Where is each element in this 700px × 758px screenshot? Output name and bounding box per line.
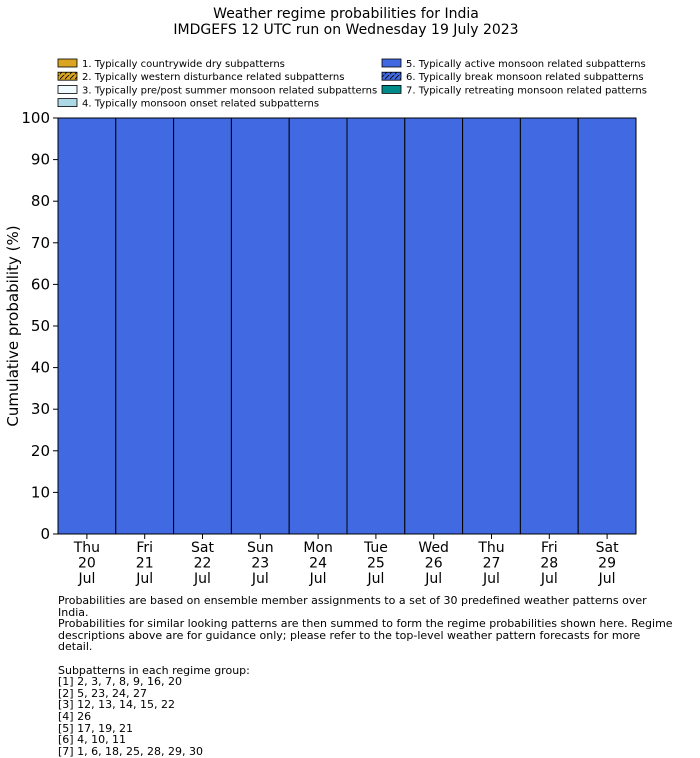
bar-10-series-5	[577, 117, 637, 535]
legend-swatch-hatch-2	[58, 72, 77, 81]
bar-6-series-5	[346, 117, 406, 535]
subpattern-line-2: [2] 5, 23, 24, 27	[58, 686, 148, 700]
y-tick-label-50: 50	[31, 317, 50, 335]
note-line-3: descriptions above are for guidance only…	[58, 628, 641, 654]
y-tick-label-0: 0	[40, 525, 50, 543]
subpattern-line-7: [7] 1, 6, 18, 25, 28, 29, 30	[58, 744, 204, 758]
x-tick-label-8: Thu 27 Jul	[477, 540, 504, 587]
subpattern-line-4: [4] 26	[58, 709, 92, 723]
x-tick-label-4: Sun 23 Jul	[247, 540, 274, 587]
y-axis-label: Cumulative probability (%)	[4, 225, 22, 426]
legend-swatch-5	[381, 58, 402, 68]
y-tick-label-30: 30	[31, 400, 50, 418]
x-axis: Thu 20 Jul Fri 21 Jul Sat 22 Jul Sun 23 Jul Mon 24 Jul…	[73, 534, 619, 587]
bar-7-series-5	[404, 117, 464, 535]
legend-swatch-hatch-6	[382, 72, 401, 81]
bar-2-series-5	[115, 117, 175, 535]
note-line-2: Probabilities for similar looking patter…	[58, 617, 673, 631]
legend-swatch-1	[57, 58, 78, 68]
x-tick-label-2: Fri 21 Jul	[135, 540, 153, 587]
subpattern-line-5: [5] 17, 19, 21	[58, 721, 134, 735]
x-tick-label-5: Mon 24 Jul	[303, 540, 333, 587]
legend-swatch-7	[381, 85, 402, 94]
y-tick-label-40: 40	[31, 359, 50, 377]
x-tick-label-6: Tue 25 Jul	[363, 540, 388, 587]
y-tick-label-80: 80	[31, 192, 50, 210]
y-tick-label-100: 100	[21, 109, 50, 127]
notes: Probabilities are based on ensemble memb…	[58, 595, 678, 757]
bar-3-series-5	[173, 117, 232, 535]
legend-swatch-3	[57, 85, 78, 94]
legend-label-3: 3. Typically pre/post summer monsoon rel…	[82, 85, 377, 96]
x-tick-label-1: Thu 20 Jul	[73, 540, 100, 587]
x-tick-label-7: Wed 26 Jul	[418, 540, 449, 587]
chart-subtitle: IMDGEFS 12 UTC run on Wednesday 19 July …	[173, 22, 518, 38]
x-tick-label-10: Sat 29 Jul	[596, 540, 619, 587]
y-tick-label-10: 10	[31, 483, 50, 501]
legend: 1. Typically countrywide dry subpatterns…	[57, 58, 647, 110]
subpattern-line-6: [6] 4, 10, 11	[58, 733, 127, 747]
legend-label-7: 7. Typically retreating monsoon related …	[406, 85, 647, 96]
subpattern-line-3: [3] 12, 13, 14, 15, 22	[58, 698, 176, 712]
y-tick-label-90: 90	[31, 151, 50, 169]
x-tick-label-9: Fri 28 Jul	[540, 540, 558, 587]
legend-swatch-4	[57, 98, 78, 107]
legend-label-5: 5. Typically active monsoon related subp…	[406, 59, 646, 70]
legend-label-4: 4. Typically monsoon onset related subpa…	[82, 99, 319, 110]
y-axis: 0 10 20 30 40 50 60 70 80 90 100	[21, 109, 58, 543]
bar-9-series-5	[519, 117, 579, 535]
legend-label-1: 1. Typically countrywide dry subpatterns	[82, 59, 285, 70]
note-line-1: Probabilities are based on ensemble memb…	[58, 594, 647, 619]
bar-4-series-5	[230, 117, 290, 535]
legend-label-2: 2. Typically western disturbance related…	[82, 72, 344, 83]
bars	[57, 117, 637, 535]
bar-1-series-5	[57, 117, 117, 535]
subpattern-line-1: [1] 2, 3, 7, 8, 9, 16, 20	[58, 675, 183, 689]
bar-8-series-5	[462, 117, 521, 535]
y-tick-label-60: 60	[31, 275, 50, 293]
x-tick-label-3: Sat 22 Jul	[191, 540, 214, 587]
y-tick-label-70: 70	[31, 234, 50, 252]
subpatterns-heading: Subpatterns in each regime group:	[58, 663, 250, 677]
y-tick-label-20: 20	[31, 442, 50, 460]
bar-5-series-5	[288, 117, 348, 535]
legend-label-6: 6. Typically break monsoon related subpa…	[406, 72, 644, 83]
chart-title: Weather regime probabilities for India	[213, 6, 479, 22]
